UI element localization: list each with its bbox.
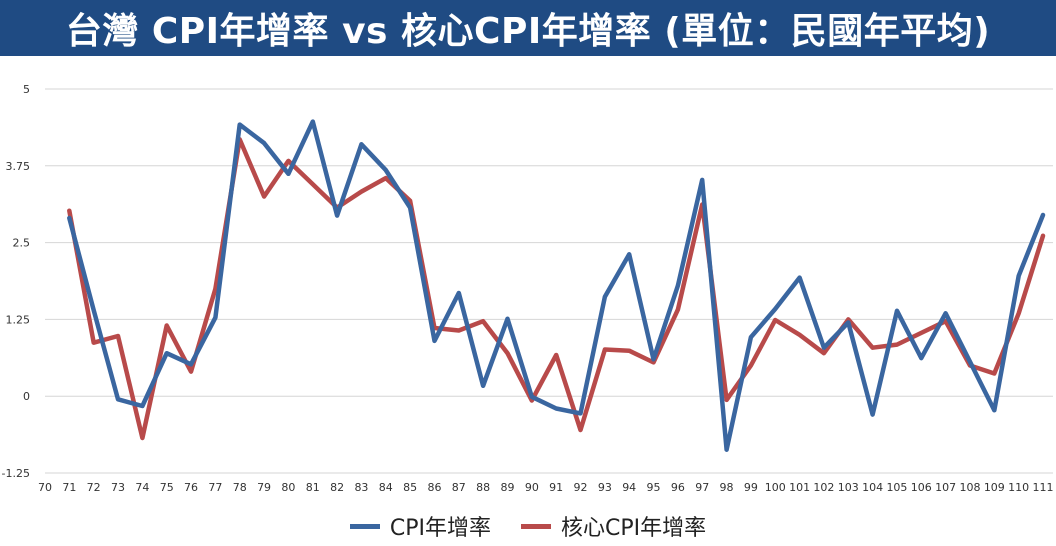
x-tick-label: 72: [87, 481, 101, 494]
x-tick-label: 70: [38, 481, 52, 494]
x-tick-label: 93: [598, 481, 612, 494]
y-tick-label: 5: [23, 83, 30, 96]
x-tick-label: 85: [403, 481, 417, 494]
x-tick-label: 96: [671, 481, 685, 494]
y-tick-label: 3.75: [6, 160, 31, 173]
chart-title: 台灣 CPI年增率 vs 核心CPI年增率 (單位：民國年平均): [65, 11, 991, 52]
x-tick-label: 74: [135, 481, 149, 494]
x-tick-label: 75: [160, 481, 174, 494]
legend-item: CPI年增率: [349, 510, 491, 542]
title-bar: 台灣 CPI年增率 vs 核心CPI年增率 (單位：民國年平均): [0, 0, 1056, 56]
x-tick-label: 83: [354, 481, 368, 494]
x-tick-label: 92: [574, 481, 588, 494]
x-tick-label: 77: [208, 481, 222, 494]
x-tick-label: 103: [838, 481, 859, 494]
x-tick-label: 87: [452, 481, 466, 494]
x-tick-label: 95: [647, 481, 661, 494]
legend-label: 核心CPI年增率: [561, 516, 707, 541]
y-tick-label: 2.5: [13, 237, 31, 250]
legend-swatch: [349, 523, 380, 529]
x-tick-label: 108: [959, 481, 980, 494]
x-tick-label: 79: [257, 481, 271, 494]
y-tick-label: -1.25: [2, 467, 30, 480]
x-tick-label: 76: [184, 481, 198, 494]
x-tick-label: 78: [233, 481, 247, 494]
x-tick-label: 109: [984, 481, 1005, 494]
x-tick-label: 104: [862, 481, 883, 494]
chart-legend: CPI年增率 核心CPI年增率: [0, 506, 1056, 546]
x-tick-label: 107: [935, 481, 956, 494]
x-tick-label: 89: [500, 481, 514, 494]
x-tick-label: 102: [813, 481, 834, 494]
legend-item: 核心CPI年增率: [521, 510, 706, 542]
x-tick-label: 84: [379, 481, 393, 494]
x-tick-label: 101: [789, 481, 810, 494]
y-tick-label: 1.25: [6, 313, 31, 326]
x-tick-label: 97: [695, 481, 709, 494]
legend-label: CPI年增率: [389, 516, 491, 541]
x-tick-label: 111: [1033, 481, 1054, 494]
x-tick-label: 99: [744, 481, 758, 494]
y-tick-label: 0: [23, 390, 30, 403]
x-tick-label: 90: [525, 481, 539, 494]
legend-swatch: [521, 523, 551, 529]
x-tick-label: 94: [622, 481, 636, 494]
x-tick-label: 106: [911, 481, 932, 494]
x-tick-label: 73: [111, 481, 125, 494]
x-tick-label: 91: [549, 481, 563, 494]
x-tick-label: 71: [62, 481, 76, 494]
x-tick-label: 81: [306, 481, 320, 494]
line-chart: 5 3.75 2.5 1.25 0 -1.25 70 71 72 73 74 75 76 77 78 79 80…: [2, 83, 1054, 494]
series-line-core-cpi: [67, 137, 1046, 441]
x-tick-label: 105: [886, 481, 907, 494]
series-line-cpi: [67, 119, 1046, 452]
x-tick-label: 86: [427, 481, 441, 494]
x-tick-label: 88: [476, 481, 490, 494]
x-tick-label: 98: [720, 481, 734, 494]
x-tick-label: 110: [1008, 481, 1029, 494]
x-tick-label: 100: [765, 481, 786, 494]
x-tick-label: 82: [330, 481, 344, 494]
x-tick-label: 80: [281, 481, 295, 494]
